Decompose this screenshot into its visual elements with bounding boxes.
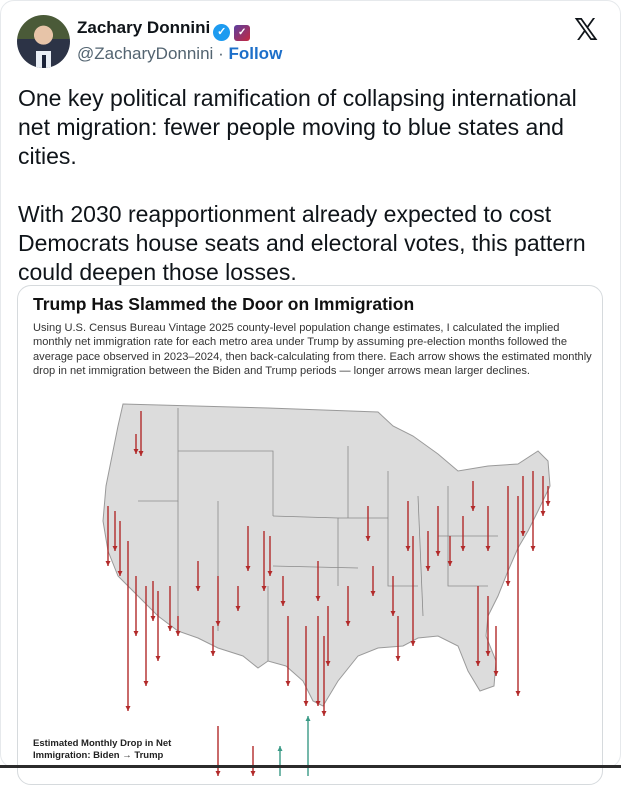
decline-arrow-head: [315, 701, 321, 706]
bottom-bar: [0, 765, 621, 768]
author-name-text: Zachary Donnini: [77, 18, 211, 37]
decline-arrow-head: [447, 561, 453, 566]
follow-button[interactable]: Follow: [228, 44, 283, 63]
decline-arrow-head: [261, 586, 267, 591]
decline-arrow-head: [133, 631, 139, 636]
decline-arrow-head: [410, 641, 416, 646]
decline-arrow-head: [485, 651, 491, 656]
decline-arrow-head: [345, 621, 351, 626]
decline-arrow-head: [325, 661, 331, 666]
separator: ·: [218, 44, 224, 63]
decline-arrow-head: [370, 591, 376, 596]
decline-arrow-head: [425, 566, 431, 571]
arrow-layer: [105, 411, 551, 716]
x-logo-icon[interactable]: 𝕏: [574, 13, 599, 48]
decline-arrow-head: [143, 681, 149, 686]
decline-arrow-head: [125, 706, 131, 711]
decline-arrow-head: [485, 546, 491, 551]
decline-arrow-head: [520, 531, 526, 536]
decline-arrow-head: [210, 651, 216, 656]
us-land: [102, 403, 551, 707]
decline-arrow-head: [475, 661, 481, 666]
decline-arrow-head: [405, 546, 411, 551]
author-handle-row: @ZacharyDonnini · Follow: [77, 44, 282, 64]
decline-arrow-head: [150, 616, 156, 621]
avatar[interactable]: [17, 15, 70, 68]
author-handle[interactable]: @ZacharyDonnini: [77, 44, 214, 63]
decline-arrow-head: [112, 546, 118, 551]
card-title: Trump Has Slammed the Door on Immigratio…: [33, 294, 415, 314]
legend-arrow-small-increase-head: [277, 746, 283, 751]
decline-arrow-head: [167, 626, 173, 631]
decline-arrow-head: [321, 711, 327, 716]
decline-arrow-head: [133, 449, 139, 454]
decline-arrow-head: [215, 621, 221, 626]
decline-arrow-head: [390, 611, 396, 616]
decline-arrow-head: [493, 671, 499, 676]
decline-arrow-head: [435, 551, 441, 556]
media-card[interactable]: Trump Has Slammed the Door on Immigratio…: [17, 285, 603, 785]
legend-arrow-small-decline-head: [250, 771, 256, 776]
decline-arrow-head: [155, 656, 161, 661]
card-description: Using U.S. Census Bureau Vintage 2025 co…: [33, 322, 592, 377]
decline-arrow-head: [540, 511, 546, 516]
decline-arrow-head: [545, 501, 551, 506]
legend-arrow-large-increase-head: [305, 716, 311, 721]
decline-arrow-head: [303, 701, 309, 706]
decline-arrow-head: [460, 546, 466, 551]
decline-arrow-head: [138, 451, 144, 456]
decline-arrow-head: [365, 536, 371, 541]
map-legend-title: Estimated Monthly Drop in Net Immigratio…: [33, 738, 172, 761]
tweet-text: One key political ramification of collap…: [18, 85, 586, 285]
decline-arrow-head: [175, 631, 181, 636]
verified-icon: ✓: [213, 24, 231, 41]
decline-arrow-head: [505, 581, 511, 586]
affiliate-badge-icon: ✓: [234, 25, 251, 41]
decline-arrow-head: [515, 691, 521, 696]
decline-arrow-head: [470, 506, 476, 511]
decline-arrow-head: [105, 561, 111, 566]
decline-arrow-head: [395, 656, 401, 661]
decline-arrow-head: [117, 571, 123, 576]
legend-arrow-large-decline-head: [215, 771, 221, 776]
decline-arrow-head: [267, 571, 273, 576]
author-name[interactable]: Zachary Donnini ✓ ✓: [77, 18, 251, 41]
decline-arrow-head: [280, 601, 286, 606]
decline-arrow-head: [285, 681, 291, 686]
decline-arrow-head: [530, 546, 536, 551]
decline-arrow-head: [245, 566, 251, 571]
us-map: [102, 403, 551, 776]
decline-arrow-head: [315, 596, 321, 601]
decline-arrow-head: [235, 606, 241, 611]
decline-arrow-head: [195, 586, 201, 591]
